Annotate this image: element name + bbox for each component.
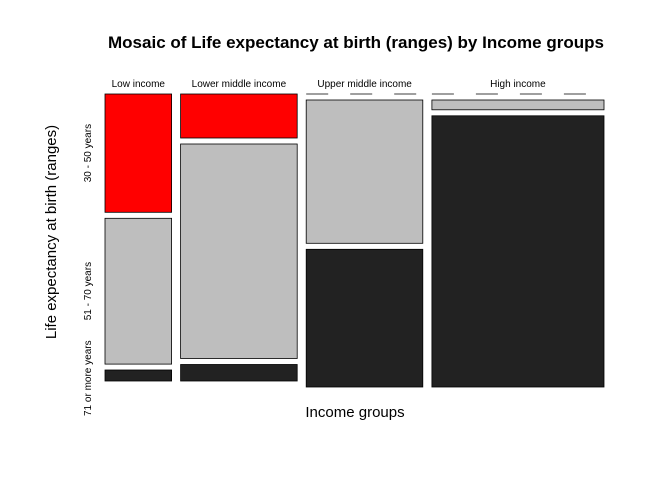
tile-lower-middle-income-30-50-years: [180, 93, 298, 139]
row-label-71-or-more-years: 71 or more years: [83, 340, 94, 416]
mosaic-tiles: [104, 93, 605, 388]
tile-low-income-71-or-more-years: [104, 369, 172, 382]
tile-low-income-51-70-years: [104, 217, 172, 365]
x-axis-label: Income groups: [305, 404, 404, 421]
tile-lower-middle-income-71-or-more-years: [180, 364, 298, 382]
tile-lower-middle-income-51-70-years: [180, 143, 298, 359]
column-label-low-income: Low income: [112, 79, 166, 90]
column-labels: Low income Lower middle income Upper middl…: [112, 79, 547, 90]
tile-high-income-51-70-years: [431, 99, 605, 111]
chart-title: Mosaic of Life expectancy at birth (rang…: [108, 33, 604, 52]
y-axis-label: Life expectancy at birth (ranges): [43, 125, 60, 339]
column-label-lower-middle-income: Lower middle income: [192, 79, 287, 90]
row-label-51-70-years: 51 - 70 years: [83, 262, 94, 320]
row-labels: 30 - 50 years 51 - 70 years 71 or more yea…: [83, 124, 94, 416]
column-label-high-income: High income: [490, 79, 546, 90]
tile-upper-middle-income-51-70-years: [305, 99, 424, 244]
tile-upper-middle-income-71-or-more-years: [305, 248, 424, 388]
tile-low-income-30-50-years: [104, 93, 172, 213]
row-label-30-50-years: 30 - 50 years: [83, 124, 94, 182]
column-label-upper-middle-income: Upper middle income: [317, 79, 412, 90]
tile-high-income-71-or-more-years: [431, 115, 605, 388]
